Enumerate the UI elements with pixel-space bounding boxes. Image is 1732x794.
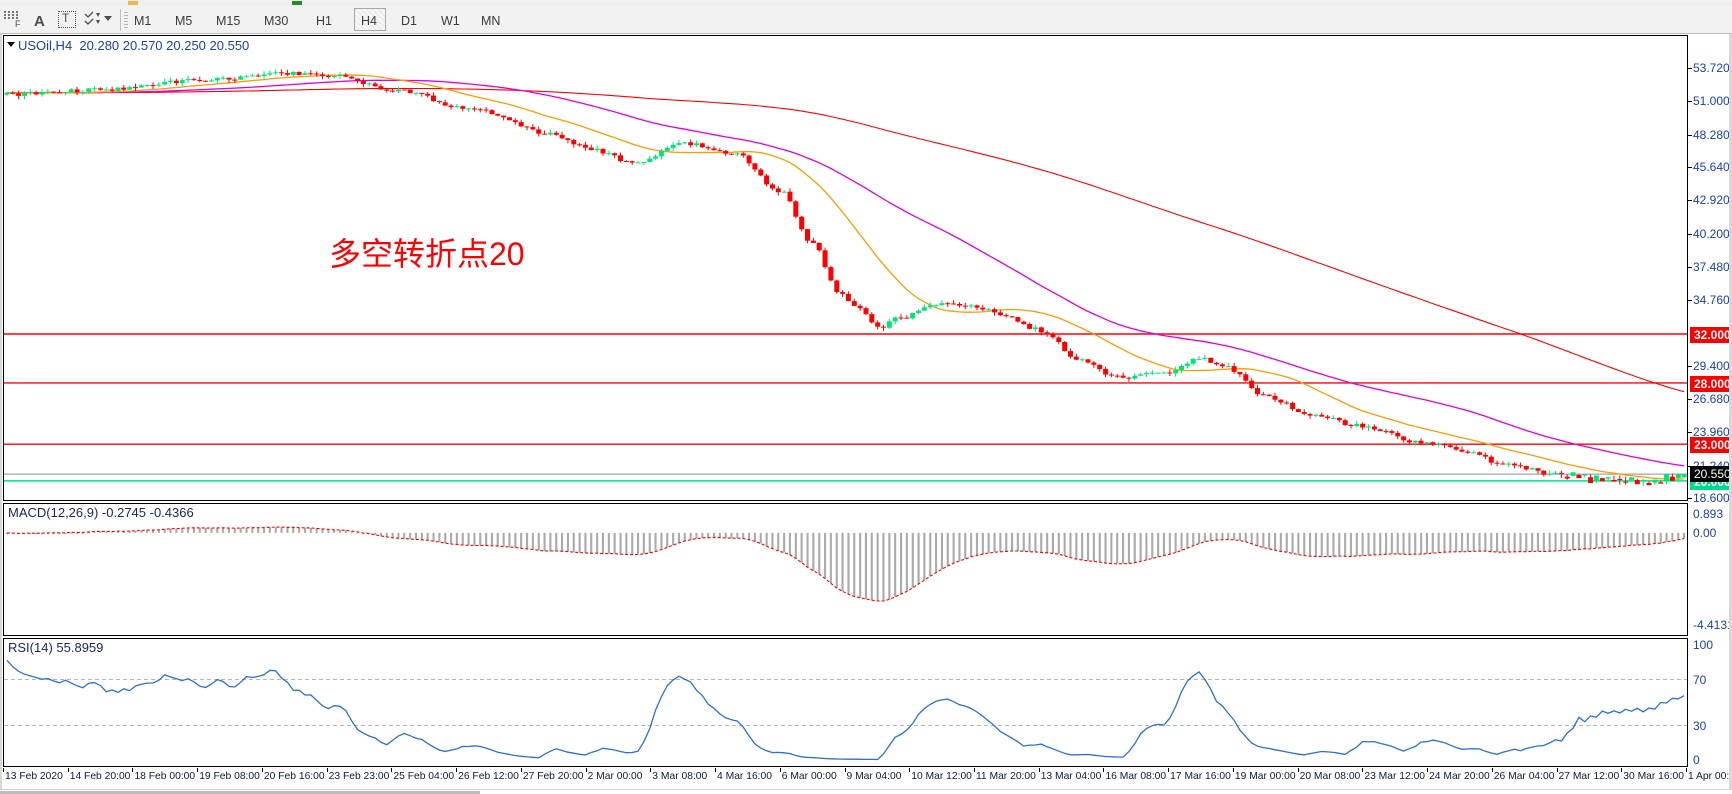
svg-text:F: F [15, 19, 21, 27]
